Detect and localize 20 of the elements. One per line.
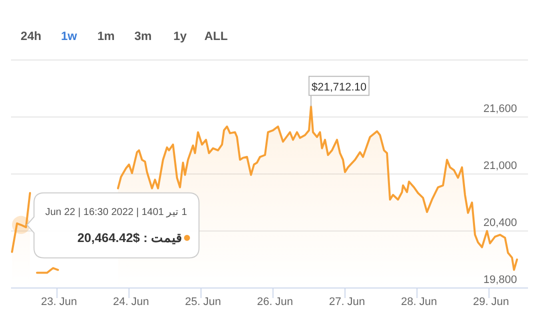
- x-tick-label: 24. Jun: [112, 296, 150, 308]
- x-tick-label: 29. Jun: [472, 296, 510, 308]
- y-tick-label: 19,800: [483, 274, 517, 286]
- x-tick-label: 27. Jun: [328, 296, 366, 308]
- x-tick-label: 25. Jun: [184, 296, 222, 308]
- annotation: $21,712.10: [311, 81, 367, 94]
- text: 3m: [134, 29, 152, 43]
- x-tick-label: 26. Jun: [256, 296, 294, 308]
- y-tick-label: 20,400: [483, 217, 517, 229]
- annotation: 20,464.42$ : قیمت: [77, 230, 182, 245]
- text: 1w: [60, 29, 78, 43]
- x-tick-label: 28. Jun: [400, 296, 438, 308]
- x-tick-label: 23. Jun: [40, 296, 78, 308]
- annotation: 1 تیر 1401 | 2022 16:30 | Jun 22: [45, 206, 188, 218]
- y-tick-label: 21,600: [483, 103, 517, 115]
- text: ALL: [204, 29, 228, 43]
- text: 1m: [97, 29, 115, 43]
- y-tick-label: 21,000: [483, 160, 517, 172]
- text: 24h: [20, 29, 42, 43]
- text: 1y: [173, 29, 187, 43]
